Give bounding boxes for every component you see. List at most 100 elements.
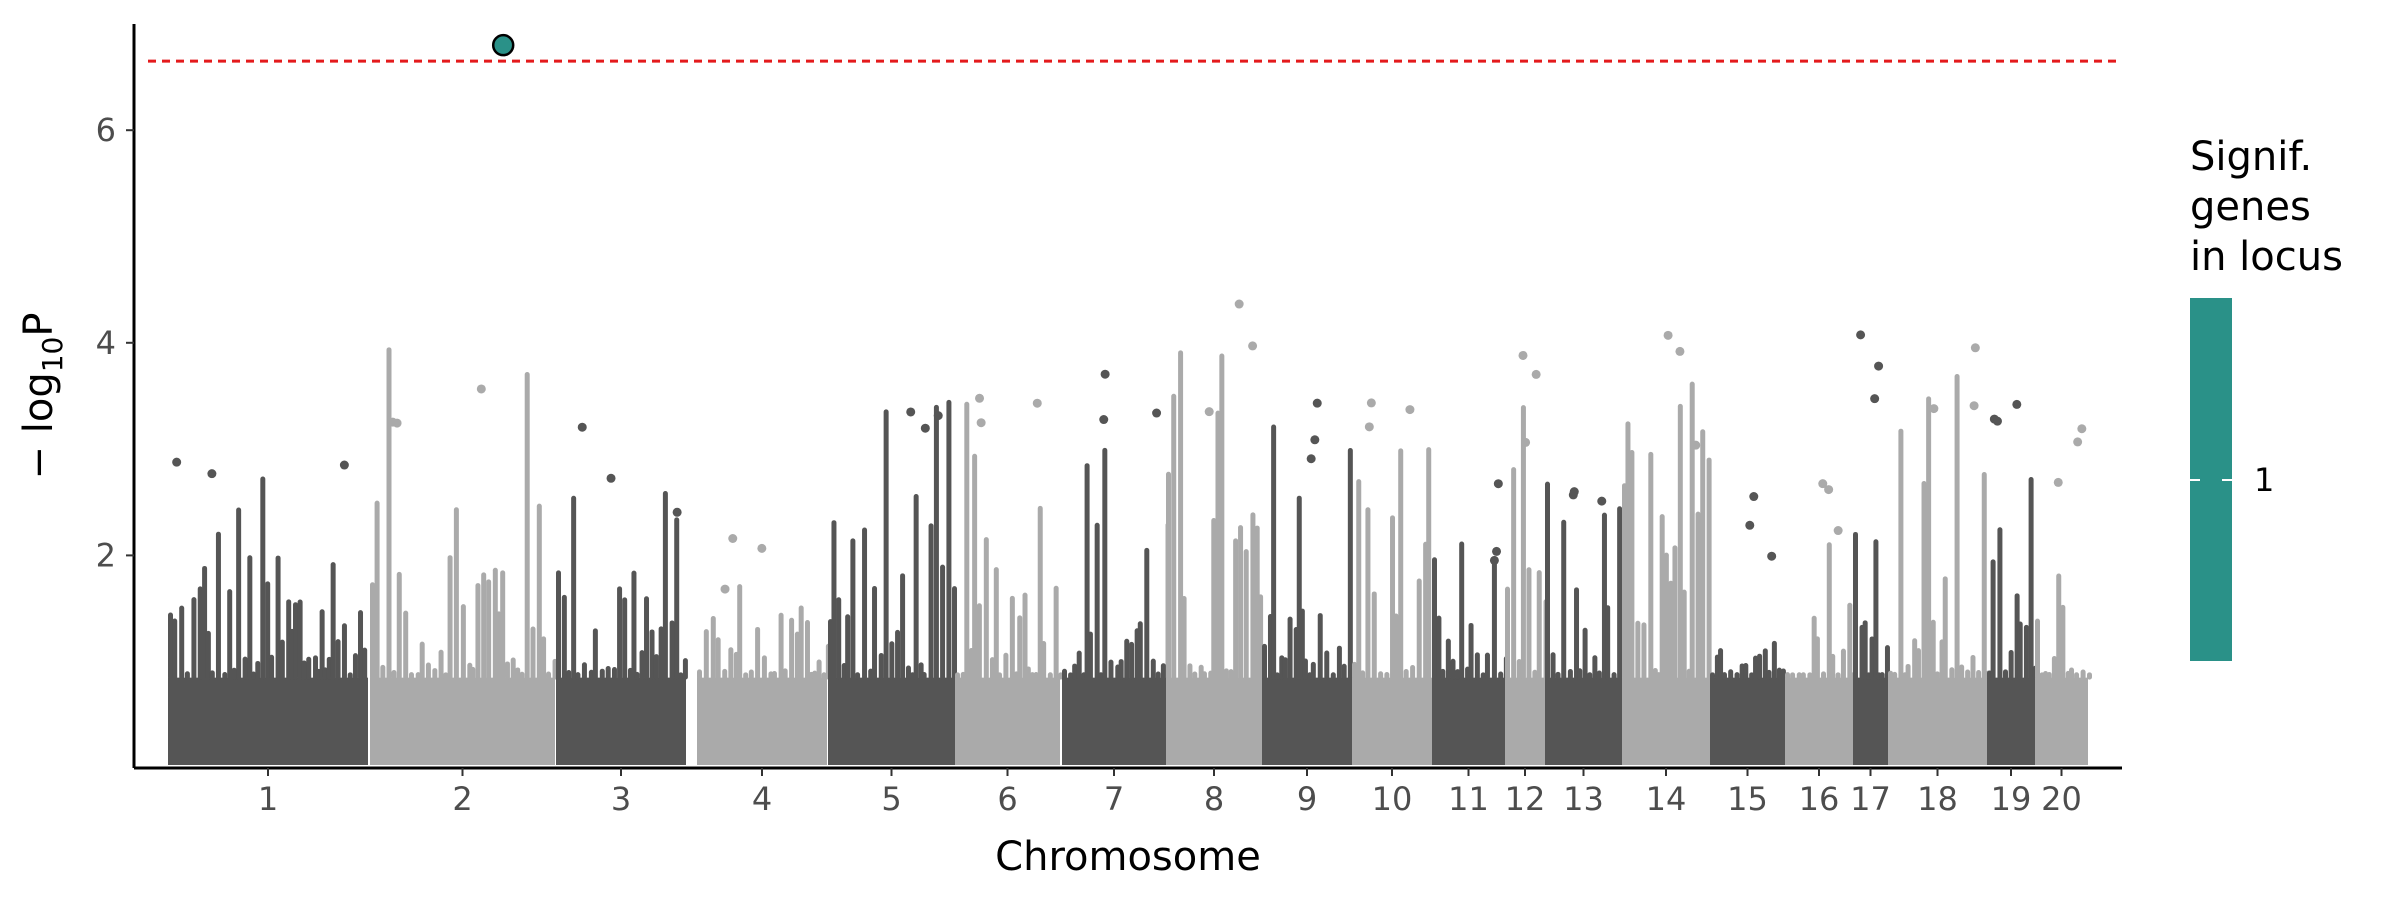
point-column (1526, 567, 1532, 680)
chromosome-6-points (955, 393, 1064, 765)
point-column (862, 527, 868, 680)
point-column (872, 586, 878, 680)
snp-point (1569, 487, 1579, 497)
point-column (1668, 580, 1674, 680)
point-column (1915, 648, 1921, 680)
dense-point-mass (1545, 677, 1622, 765)
point-column (1150, 658, 1156, 680)
chromosome-11-points (1432, 479, 1509, 765)
point-column (794, 631, 800, 680)
point-column (778, 612, 784, 680)
x-tick-label: 19 (1991, 780, 2032, 818)
point-column (1561, 519, 1567, 680)
point-column (1233, 538, 1239, 680)
point-column (1672, 545, 1678, 680)
point-column (1749, 672, 1755, 680)
point-column (855, 672, 861, 680)
point-column (1219, 353, 1225, 680)
point-column (1432, 557, 1437, 680)
point-column (1491, 557, 1497, 680)
point-column (895, 629, 901, 680)
point-column (1118, 659, 1124, 680)
point-column (209, 670, 215, 680)
point-column (1814, 636, 1820, 680)
snp-point (1492, 546, 1502, 556)
point-column (330, 562, 336, 680)
point-column (728, 647, 734, 680)
point-column (1934, 671, 1940, 680)
point-column (265, 581, 271, 680)
snp-point (1929, 404, 1939, 414)
point-column (362, 647, 368, 680)
point-column (1271, 424, 1277, 680)
snp-point (906, 407, 916, 417)
dense-point-mass (2035, 677, 2088, 765)
point-column (1450, 658, 1456, 680)
point-column (1068, 672, 1074, 680)
point-column (649, 629, 655, 680)
dense-point-mass (1262, 677, 1352, 765)
point-column (1087, 631, 1093, 680)
point-column (1582, 627, 1588, 680)
point-column (279, 639, 285, 680)
point-column (1892, 671, 1898, 680)
chromosome-18-points (1888, 343, 1991, 765)
point-column (546, 671, 552, 680)
snp-point (1493, 479, 1503, 489)
point-column (403, 610, 409, 680)
point-column (1025, 666, 1031, 680)
point-column (1330, 672, 1336, 680)
point-column (913, 493, 919, 680)
point-column (1029, 672, 1035, 680)
point-column (475, 583, 481, 680)
point-column (1762, 648, 1768, 680)
point-column (964, 401, 970, 680)
point-column (653, 654, 659, 680)
point-column (197, 586, 203, 680)
point-column (743, 672, 749, 680)
point-column (662, 491, 668, 680)
point-column (306, 656, 312, 680)
point-column (878, 653, 884, 680)
point-column (669, 620, 675, 680)
point-column (1555, 671, 1561, 680)
point-column (443, 672, 449, 680)
point-column (1635, 620, 1641, 680)
point-column (905, 665, 911, 680)
point-column (2060, 604, 2066, 680)
point-column (715, 637, 721, 680)
dense-point-mass (1987, 677, 2035, 765)
point-column (1728, 669, 1734, 680)
point-column (798, 605, 804, 680)
point-column (260, 476, 266, 680)
point-column (1954, 373, 1960, 680)
dense-point-mass (1853, 677, 1888, 765)
significant-snp-point (491, 33, 515, 57)
point-column (1250, 512, 1256, 680)
point-column (1766, 669, 1772, 680)
point-column (1371, 591, 1377, 680)
point-column (1721, 672, 1727, 680)
dense-point-mass (1432, 677, 1505, 765)
point-column (1821, 671, 1827, 680)
snp-point (1824, 485, 1834, 495)
point-column (2080, 669, 2086, 680)
chromosome-13-points (1545, 481, 1623, 765)
point-column (236, 507, 242, 680)
point-column (1780, 668, 1786, 680)
point-column (1445, 638, 1451, 680)
x-tick-label: 6 (997, 780, 1017, 818)
point-column (644, 596, 650, 680)
point-column (247, 555, 253, 680)
snp-point (2073, 437, 2083, 447)
point-column (1520, 405, 1526, 680)
point-column (674, 517, 680, 680)
dense-point-mass (697, 677, 827, 765)
point-column (1076, 650, 1082, 680)
point-column (955, 672, 960, 680)
point-column (703, 629, 709, 680)
point-column (301, 660, 307, 680)
point-column (1094, 522, 1100, 680)
point-column (1796, 672, 1802, 680)
x-tick-label: 7 (1104, 780, 1124, 818)
